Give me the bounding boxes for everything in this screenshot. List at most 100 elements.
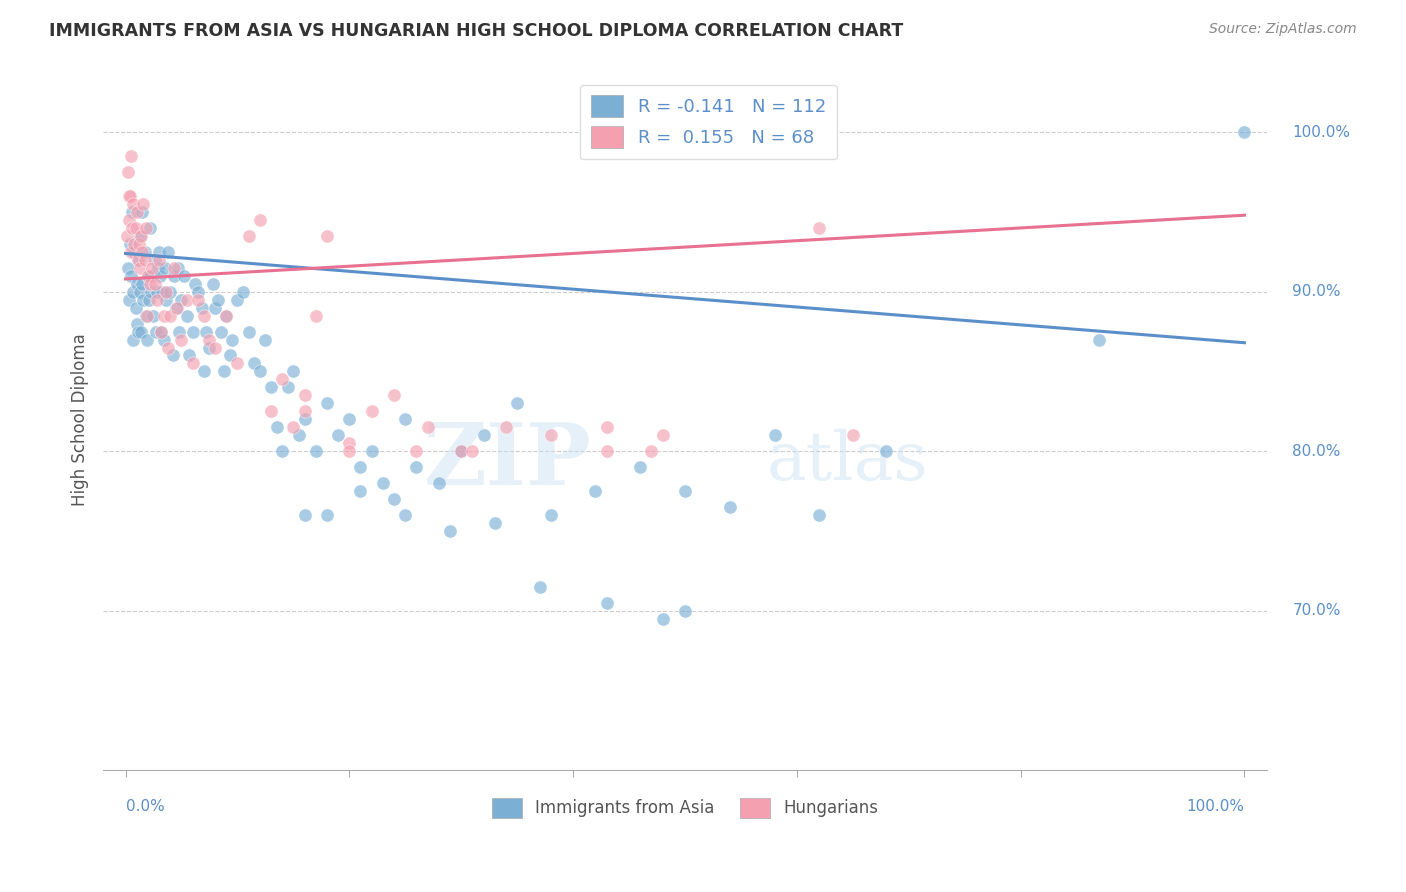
Point [215,309,238,323]
Point [118,293,141,307]
Point [254,333,277,347]
Point [118,213,141,227]
Point [394,508,416,522]
Text: 100.0%: 100.0% [1187,798,1244,814]
Point [167,260,190,275]
Point [148,252,170,267]
Point [136,268,159,283]
Point [808,221,831,235]
Point [132,293,155,307]
Legend: Immigrants from Asia, Hungarians: Immigrants from Asia, Hungarians [485,791,884,825]
Point [249,213,271,227]
Point [226,356,249,370]
Point [405,460,427,475]
Point [167,325,190,339]
Point [283,420,305,434]
Point [271,444,294,458]
Point [277,380,299,394]
Point [207,293,229,307]
Point [159,309,181,323]
Point [326,428,349,442]
Text: 70.0%: 70.0% [1292,603,1341,618]
Text: IMMIGRANTS FROM ASIA VS HUNGARIAN HIGH SCHOOL DIPLOMA CORRELATION CHART: IMMIGRANTS FROM ASIA VS HUNGARIAN HIGH S… [49,22,904,40]
Point [138,293,160,307]
Point [135,333,157,347]
Point [141,285,163,299]
Point [294,412,316,426]
Point [271,372,294,386]
Point [120,268,142,283]
Point [187,285,209,299]
Point [135,309,157,323]
Text: 100.0%: 100.0% [1292,125,1350,140]
Point [162,349,184,363]
Point [146,285,169,299]
Point [238,325,260,339]
Point [337,412,360,426]
Point [316,396,339,410]
Point [204,341,226,355]
Point [226,293,249,307]
Point [122,333,145,347]
Point [305,444,328,458]
Point [139,277,162,291]
Point [132,197,155,211]
Point [135,309,157,323]
Point [131,244,153,259]
Point [218,349,240,363]
Point [146,260,169,275]
Point [176,293,198,307]
Point [134,252,156,267]
Point [141,260,163,275]
Point [145,325,167,339]
Point [316,228,339,243]
Point [472,428,495,442]
Point [117,165,139,179]
Point [152,309,174,323]
Point [176,309,198,323]
Point [125,317,148,331]
Point [212,364,235,378]
Point [152,333,174,347]
Point [162,260,184,275]
Point [127,325,149,339]
Point [405,444,427,458]
Point [349,483,371,498]
Point [121,205,143,219]
Point [484,516,506,530]
Point [134,244,156,259]
Point [143,277,166,291]
Point [349,460,371,475]
Point [148,244,170,259]
Text: atlas: atlas [766,429,928,494]
Y-axis label: High School Diploma: High School Diploma [72,333,89,506]
Point [173,268,195,283]
Point [294,508,316,522]
Point [129,260,152,275]
Point [118,236,141,251]
Point [673,483,696,498]
Point [718,500,741,514]
Point [129,285,152,299]
Point [150,325,173,339]
Point [394,412,416,426]
Point [170,333,193,347]
Point [294,404,316,418]
Point [124,236,146,251]
Point [142,309,165,323]
Point [129,228,152,243]
Point [127,252,149,267]
Point [117,260,139,275]
Point [122,285,145,299]
Point [143,252,166,267]
Point [260,404,283,418]
Point [337,444,360,458]
Point [416,420,439,434]
Point [165,301,187,315]
Point [238,228,260,243]
Point [181,356,204,370]
Point [159,285,181,299]
Point [360,444,382,458]
Point [595,596,617,610]
Point [585,483,607,498]
